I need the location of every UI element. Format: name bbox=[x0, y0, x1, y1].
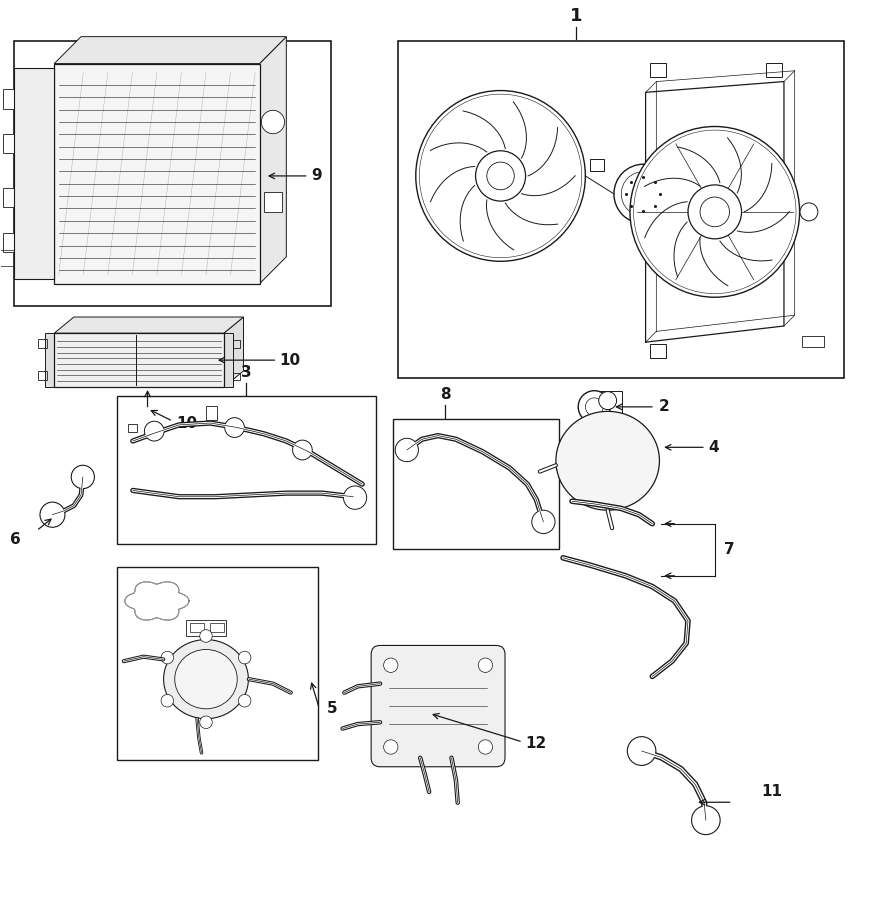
Text: 10: 10 bbox=[279, 353, 300, 367]
Circle shape bbox=[599, 392, 617, 410]
Bar bbox=[232, 340, 240, 347]
Bar bbox=[129, 424, 138, 432]
Bar bbox=[186, 620, 225, 636]
Circle shape bbox=[292, 440, 312, 460]
Text: 7: 7 bbox=[724, 542, 734, 557]
Circle shape bbox=[478, 740, 493, 754]
Bar bbox=[209, 623, 224, 633]
Circle shape bbox=[416, 91, 586, 261]
Text: 2: 2 bbox=[659, 400, 670, 414]
Circle shape bbox=[199, 630, 212, 643]
Bar bbox=[55, 333, 224, 387]
Circle shape bbox=[688, 184, 741, 239]
Text: 4: 4 bbox=[709, 440, 719, 454]
Text: 10: 10 bbox=[176, 416, 198, 430]
Bar bbox=[398, 41, 844, 378]
Circle shape bbox=[224, 418, 244, 437]
Circle shape bbox=[395, 438, 418, 462]
FancyBboxPatch shape bbox=[371, 645, 505, 767]
Bar bbox=[46, 333, 56, 387]
Circle shape bbox=[384, 740, 398, 754]
Circle shape bbox=[384, 658, 398, 672]
Circle shape bbox=[476, 151, 526, 201]
Text: 12: 12 bbox=[526, 736, 547, 752]
Circle shape bbox=[614, 164, 673, 223]
Circle shape bbox=[628, 737, 656, 765]
Bar bbox=[4, 89, 18, 109]
Text: 5: 5 bbox=[326, 701, 337, 716]
Circle shape bbox=[161, 652, 173, 664]
Circle shape bbox=[72, 465, 95, 489]
Bar bbox=[0, 249, 16, 266]
Text: 9: 9 bbox=[311, 168, 322, 184]
Circle shape bbox=[692, 806, 721, 834]
Circle shape bbox=[478, 658, 493, 672]
Bar bbox=[224, 333, 232, 387]
Bar bbox=[264, 192, 282, 211]
Ellipse shape bbox=[164, 640, 249, 719]
Text: 3: 3 bbox=[240, 364, 251, 380]
Bar bbox=[55, 64, 259, 284]
Circle shape bbox=[630, 127, 799, 297]
Circle shape bbox=[800, 202, 818, 220]
Text: 1: 1 bbox=[570, 7, 583, 25]
Circle shape bbox=[239, 695, 251, 707]
Ellipse shape bbox=[174, 650, 237, 709]
Bar bbox=[650, 344, 666, 358]
Circle shape bbox=[343, 486, 367, 509]
Bar bbox=[14, 68, 55, 279]
Bar bbox=[38, 371, 47, 380]
Circle shape bbox=[578, 391, 611, 423]
Text: 6: 6 bbox=[10, 533, 21, 547]
Bar bbox=[594, 391, 622, 416]
Circle shape bbox=[40, 502, 65, 527]
Circle shape bbox=[239, 652, 251, 664]
Circle shape bbox=[161, 695, 173, 707]
Bar bbox=[190, 623, 204, 633]
Polygon shape bbox=[224, 317, 243, 387]
Ellipse shape bbox=[556, 411, 660, 510]
Bar bbox=[590, 158, 604, 171]
Circle shape bbox=[261, 111, 284, 134]
Bar bbox=[802, 336, 824, 346]
Circle shape bbox=[532, 510, 555, 534]
Text: 8: 8 bbox=[440, 387, 451, 402]
Bar bbox=[117, 567, 317, 760]
Bar bbox=[4, 232, 18, 252]
Bar bbox=[38, 338, 47, 347]
Bar bbox=[14, 41, 331, 306]
Bar bbox=[4, 134, 18, 154]
Bar bbox=[232, 373, 240, 380]
Bar bbox=[393, 418, 559, 549]
Polygon shape bbox=[55, 37, 286, 64]
Bar bbox=[650, 63, 666, 77]
Bar bbox=[4, 187, 18, 207]
Circle shape bbox=[145, 421, 164, 441]
Polygon shape bbox=[259, 37, 286, 284]
Bar bbox=[117, 396, 375, 544]
Bar bbox=[766, 63, 782, 77]
Bar bbox=[206, 406, 216, 420]
Text: 11: 11 bbox=[761, 784, 782, 799]
Circle shape bbox=[199, 716, 212, 729]
Polygon shape bbox=[55, 317, 243, 333]
